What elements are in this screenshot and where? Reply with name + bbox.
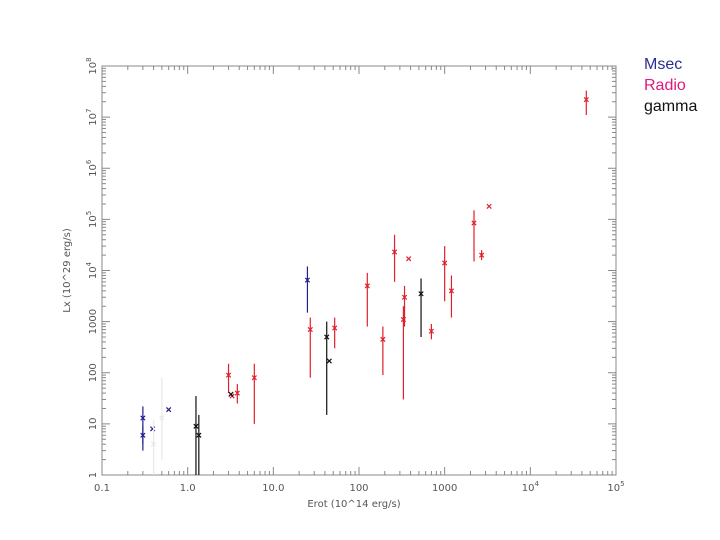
y-tick-label-sup: 8 xyxy=(85,57,93,61)
data-point-stroke-b xyxy=(225,372,232,378)
data-point-stroke-b xyxy=(401,294,408,300)
y-tick-label-group: 107 xyxy=(85,109,99,126)
y-tick-label: 106 xyxy=(85,159,99,177)
plot-border xyxy=(101,65,617,476)
data-point-stroke-b xyxy=(251,375,257,381)
data-point-stroke-b xyxy=(307,326,313,333)
x-tick-label-sup: 5 xyxy=(620,480,624,488)
series-radio xyxy=(225,90,589,424)
data-point-stroke-b xyxy=(364,283,370,289)
y-tick-label-group: 106 xyxy=(85,159,99,177)
y-tick-label-group: 108 xyxy=(85,57,99,74)
y-tick-label: 104 xyxy=(85,261,99,279)
data-point-stroke-b xyxy=(486,203,492,209)
data-point-stroke-b xyxy=(304,277,311,283)
data-point-stroke-b xyxy=(140,415,146,421)
data-point-stroke-b xyxy=(583,96,589,103)
plot-frame xyxy=(101,65,617,476)
x-tick-label: 104 xyxy=(522,480,540,494)
data-point-stroke-b xyxy=(193,423,199,429)
x-tick-label: 100 xyxy=(349,483,368,494)
tick-labels: 0.1 1.0 10.0 100 1000 104 105 1 10 100 1000 104 105 1… xyxy=(85,57,625,494)
y-tick-label: 1000 xyxy=(88,309,99,334)
data-point-stroke-b xyxy=(428,328,435,334)
y-tick-label-sup: 4 xyxy=(85,261,93,266)
data-point-stroke-b xyxy=(234,390,240,396)
y-tick-label-group: 10 xyxy=(88,418,99,431)
x-tick-label: 10.0 xyxy=(262,483,284,494)
data-point-stroke-b xyxy=(332,325,338,331)
data-point-stroke-b xyxy=(228,391,234,397)
data-point-stroke-b xyxy=(150,441,157,447)
y-tick-label-group: 104 xyxy=(85,261,99,279)
y-tick-label-sup: 6 xyxy=(85,159,93,164)
y-axis-title: Lx (10^29 erg/s) xyxy=(62,228,73,313)
data-point-stroke-b xyxy=(380,336,386,342)
data-point-stroke-b xyxy=(478,252,485,258)
x-axis-title: Erot (10^14 erg/s) xyxy=(307,499,400,510)
data-point-stroke-b xyxy=(140,432,146,438)
y-tick-label-sup: 5 xyxy=(85,211,93,215)
x-tick-label: 1.0 xyxy=(180,483,196,494)
data-points xyxy=(140,90,589,475)
legend-item-radio: Radio xyxy=(644,77,686,94)
y-tick-label-sup: 7 xyxy=(85,109,93,113)
x-tick-label: 105 xyxy=(607,480,624,494)
y-tick-label-group: 105 xyxy=(85,211,99,228)
series-msec xyxy=(140,266,311,451)
y-tick-label-group: 1 xyxy=(88,472,99,478)
x-tick-label-sup: 4 xyxy=(534,480,539,488)
y-tick-label: 10 xyxy=(88,418,99,431)
data-point-stroke-b xyxy=(324,334,330,340)
legend-item-gamma: gamma xyxy=(644,98,698,115)
data-point-stroke-b xyxy=(442,260,448,266)
axis-titles: Erot (10^14 erg/s) Lx (10^29 erg/s) xyxy=(62,228,401,510)
y-tick-label-group: 100 xyxy=(88,363,99,382)
y-tick-label: 105 xyxy=(85,211,99,228)
data-point-stroke-b xyxy=(406,256,412,262)
series-faint xyxy=(150,377,165,475)
y-tick-label: 100 xyxy=(88,363,99,382)
legend: Msec Radio gamma xyxy=(644,54,697,117)
data-point-stroke-b xyxy=(196,432,202,438)
y-tick-label: 1 xyxy=(88,472,99,478)
y-tick-label-group: 1000 xyxy=(88,309,99,334)
data-point-stroke-b xyxy=(418,291,424,297)
legend-item-msec: Msec xyxy=(644,56,683,73)
data-point-stroke-b xyxy=(471,220,477,226)
axis-ticks xyxy=(101,65,617,476)
y-axis-title-group: Lx (10^29 erg/s) xyxy=(62,228,73,313)
series-gamma xyxy=(193,278,424,475)
data-point-stroke-b xyxy=(166,406,172,413)
data-point-stroke-b xyxy=(391,249,398,255)
x-tick-label: 1000 xyxy=(432,483,457,494)
y-tick-label: 107 xyxy=(85,109,99,126)
data-point-stroke-b xyxy=(448,288,455,294)
data-point-stroke-b xyxy=(159,415,165,421)
x-tick-label: 0.1 xyxy=(94,483,110,494)
data-point-stroke-b xyxy=(326,358,332,364)
y-tick-label: 108 xyxy=(85,57,99,74)
